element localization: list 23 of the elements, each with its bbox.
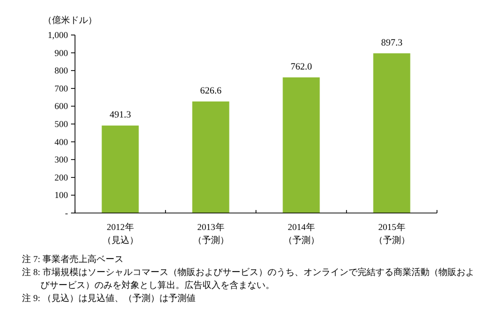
- data-label: 491.3: [110, 110, 132, 121]
- y-tick-label: 800: [54, 66, 68, 76]
- x-tick-label: 2015年（予測）: [374, 222, 410, 245]
- x-tick-label: 2012年（見込）: [102, 222, 138, 245]
- y-tick-label: -: [65, 208, 68, 218]
- text: 注 7: 事業者売上高ベース: [22, 254, 124, 264]
- y-axis-title: （億米ドル）: [43, 15, 97, 25]
- text: 注 9: （見込）は見込値、（予測）は予測値: [22, 293, 196, 303]
- y-tick-label: 400: [54, 136, 68, 147]
- y-tick-label: 200: [54, 172, 68, 182]
- x-tick-label: 2014年（予測）: [283, 222, 320, 245]
- data-label: 897.3: [381, 38, 403, 48]
- y-tick-label: 100: [54, 190, 68, 200]
- y-tick-label: 900: [54, 48, 68, 58]
- y-tick-label: 700: [54, 83, 68, 94]
- data-label: 762.0: [290, 62, 312, 72]
- y-tick-label: 300: [54, 154, 68, 165]
- y-tick-label: 1,000: [48, 30, 68, 40]
- y-tick-label: 600: [54, 101, 68, 112]
- y-tick-label: 500: [54, 119, 68, 129]
- data-label: 626.6: [200, 86, 222, 96]
- x-tick-label: 2013年（予測）: [192, 222, 229, 245]
- text: 注 8: 市場規模はソーシャルコマース（物販およびサービス）のうち、オンラインで完結する商業活動（物販およびサービス）のみを対象とし算出。広告収入を含まない。: [22, 267, 475, 290]
